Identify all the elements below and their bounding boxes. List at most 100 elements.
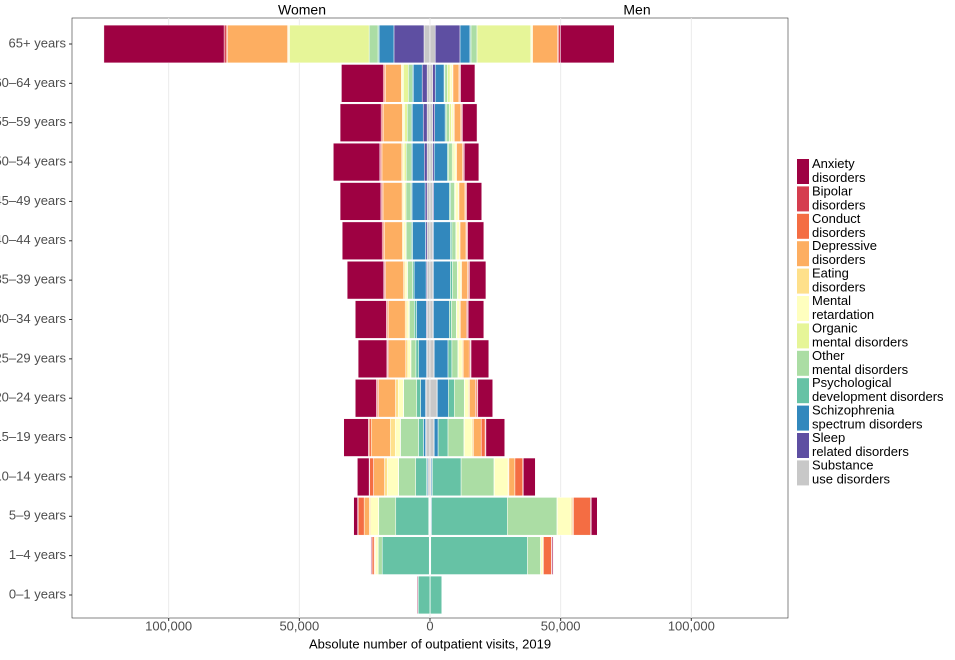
bar-segment <box>455 182 459 221</box>
bar-segment <box>378 24 395 64</box>
bar-segment <box>426 261 431 300</box>
bar-segment <box>433 221 451 260</box>
bar-segment <box>429 182 433 221</box>
bar-segment <box>430 536 528 575</box>
bar-segment <box>444 64 448 103</box>
bar-segment <box>473 418 482 457</box>
bar-segment <box>450 182 455 221</box>
bar-segment <box>370 536 372 575</box>
legend-key <box>797 241 809 267</box>
y-tick-label: 55–59 years <box>0 114 66 129</box>
bar-segment <box>470 339 490 378</box>
bar-segment <box>370 418 391 457</box>
bar-segment <box>412 221 426 260</box>
bar-segment <box>461 261 468 300</box>
y-tick-label: 0–1 years <box>9 586 67 601</box>
legend-key <box>797 433 809 458</box>
bar-segment <box>417 575 419 615</box>
bar-segment <box>429 64 433 103</box>
legend-label: Psychological development disorders <box>812 376 944 405</box>
bar-segment <box>460 64 476 103</box>
bar-segment <box>426 103 431 142</box>
y-tick-label: 25–29 years <box>0 350 66 365</box>
bar-segment <box>457 339 463 378</box>
bar-segment <box>384 221 403 260</box>
bar-segment <box>432 103 435 142</box>
legend-key <box>797 159 809 184</box>
bar-segment <box>432 64 436 103</box>
bar-segment <box>445 103 450 142</box>
y-tick-label: 45–49 years <box>0 193 66 208</box>
bar-segment <box>429 339 435 378</box>
y-tick-label: 1–4 years <box>9 547 67 562</box>
bar-segment <box>560 24 615 64</box>
legend-label: Depressive disorders <box>812 239 877 268</box>
bar-segment <box>420 379 426 418</box>
bar-segment <box>357 497 365 536</box>
bar-segment <box>390 418 396 457</box>
bar-segment <box>432 457 462 497</box>
bar-segment <box>470 24 478 64</box>
bar-segment <box>448 142 453 182</box>
bar-segment <box>407 103 412 142</box>
bar-segment <box>416 300 427 339</box>
bar-segment <box>339 182 382 221</box>
bar-segment <box>289 24 370 64</box>
bar-segment <box>103 24 225 64</box>
bar-segment <box>447 339 453 378</box>
bar-segment <box>449 64 453 103</box>
legend-key <box>797 378 809 404</box>
bar-segment <box>454 103 462 142</box>
legend-label: Sleep related disorders <box>812 430 909 459</box>
bar-segment <box>485 418 505 457</box>
bar-segment <box>433 142 448 182</box>
bar-segment <box>456 221 460 260</box>
bar-segment <box>514 457 524 497</box>
legend-key <box>797 213 809 239</box>
bar-segment <box>434 64 445 103</box>
bar-segment <box>451 339 459 378</box>
bar-segment <box>353 497 358 536</box>
bar-segment <box>414 300 417 339</box>
x-tick-label: 50,000 <box>541 618 581 633</box>
legend-key <box>797 296 809 321</box>
bar-segment <box>437 379 449 418</box>
bar-segment <box>426 64 431 103</box>
bar-segment <box>460 300 467 339</box>
bar-segment <box>590 497 598 536</box>
bar-segment <box>480 418 486 457</box>
bar-segment <box>381 142 403 182</box>
bar-segment <box>378 379 396 418</box>
facet-label: Men <box>623 2 650 18</box>
legend-label: Anxiety disorders <box>812 156 866 185</box>
bar-segment <box>433 261 451 300</box>
bar-segment <box>426 182 431 221</box>
bar-segment <box>429 24 436 64</box>
legend-key <box>797 460 809 486</box>
legend-label: Organic mental disorders <box>812 321 909 350</box>
y-tick-label: 50–54 years <box>0 154 66 169</box>
bar-segment <box>462 103 478 142</box>
bar-segment <box>369 457 374 497</box>
bar-segment <box>426 221 431 260</box>
bar-segment <box>469 261 487 300</box>
legend-key <box>797 350 809 376</box>
bar-segment <box>459 24 471 64</box>
legend-label: Schizophrenia spectrum disorders <box>812 403 923 432</box>
bar-segment <box>451 103 454 142</box>
bar-segment <box>405 339 409 378</box>
bar-segment <box>384 457 388 497</box>
bar-segment <box>346 261 384 300</box>
bar-segment <box>449 300 452 339</box>
bar-segment <box>426 300 431 339</box>
facet-label: Women <box>278 2 326 18</box>
y-tick-label: 5–9 years <box>9 508 67 523</box>
bar-segment <box>393 24 425 64</box>
bar-segment <box>387 457 399 497</box>
x-axis-title: Absolute number of outpatient visits, 20… <box>309 636 551 651</box>
bar-segment <box>540 536 544 575</box>
y-tick-label: 40–44 years <box>0 232 66 247</box>
bar-segment <box>457 261 462 300</box>
bar-segment <box>429 418 435 457</box>
